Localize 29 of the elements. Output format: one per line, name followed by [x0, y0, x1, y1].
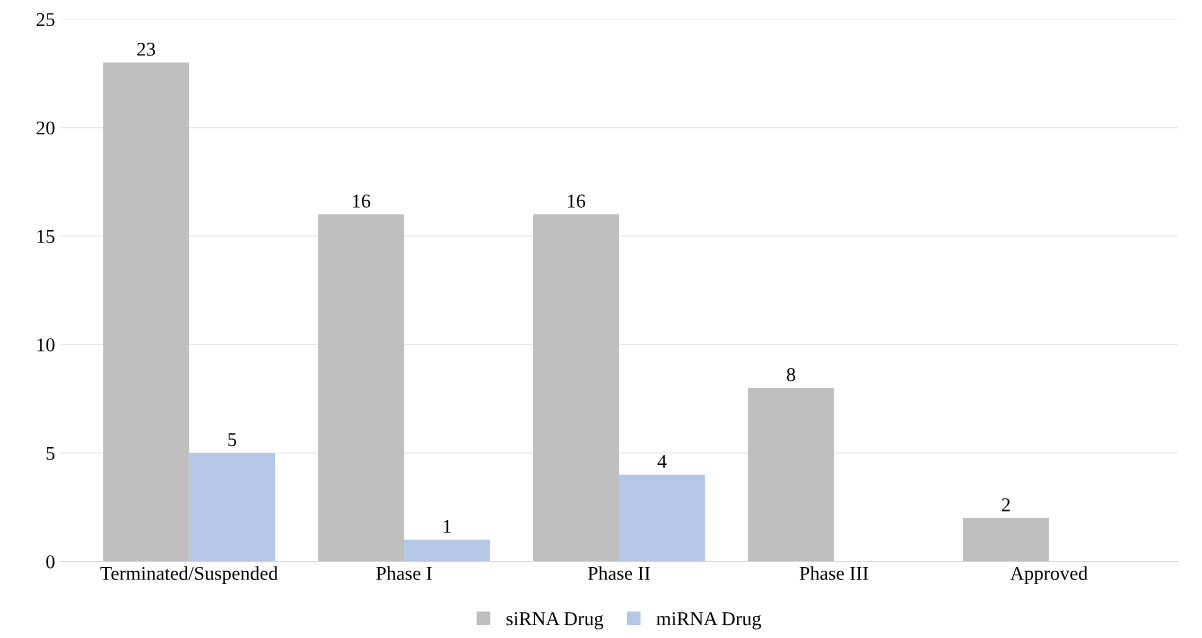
data-label: 5: [228, 433, 237, 447]
y-tick-label: 5: [46, 446, 55, 460]
data-label: 23: [137, 42, 156, 56]
bar: [103, 62, 190, 562]
bar: [748, 387, 834, 562]
y-tick-label: 20: [36, 121, 55, 135]
bar: [404, 539, 491, 562]
bar: [619, 474, 706, 562]
y-tick-label: 25: [36, 13, 55, 27]
y-tick-label: 15: [37, 229, 55, 243]
legend-label: siRNA Drug: [506, 612, 604, 630]
x-tick-label: Phase I: [376, 566, 432, 580]
bar: [962, 518, 1049, 562]
y-tick-label: 0: [46, 555, 55, 569]
data-label: 16: [568, 194, 586, 208]
x-tick-label: Phase II: [588, 566, 650, 580]
data-label: 16: [353, 194, 371, 208]
data-label: 8: [786, 368, 796, 382]
data-label: 1: [443, 519, 451, 533]
y-tick-label: 10: [37, 338, 55, 352]
data-label: 4: [657, 454, 667, 468]
bar: [318, 214, 405, 562]
x-tick-label: Approved: [1010, 566, 1088, 584]
legend-label: miRNA Drug: [656, 612, 762, 630]
bar: [189, 452, 276, 562]
x-tick-label: Phase III: [799, 566, 869, 580]
data-label: 2: [1001, 498, 1010, 512]
x-tick-label: Terminated/Suspended: [100, 566, 278, 584]
bar: [533, 214, 620, 562]
